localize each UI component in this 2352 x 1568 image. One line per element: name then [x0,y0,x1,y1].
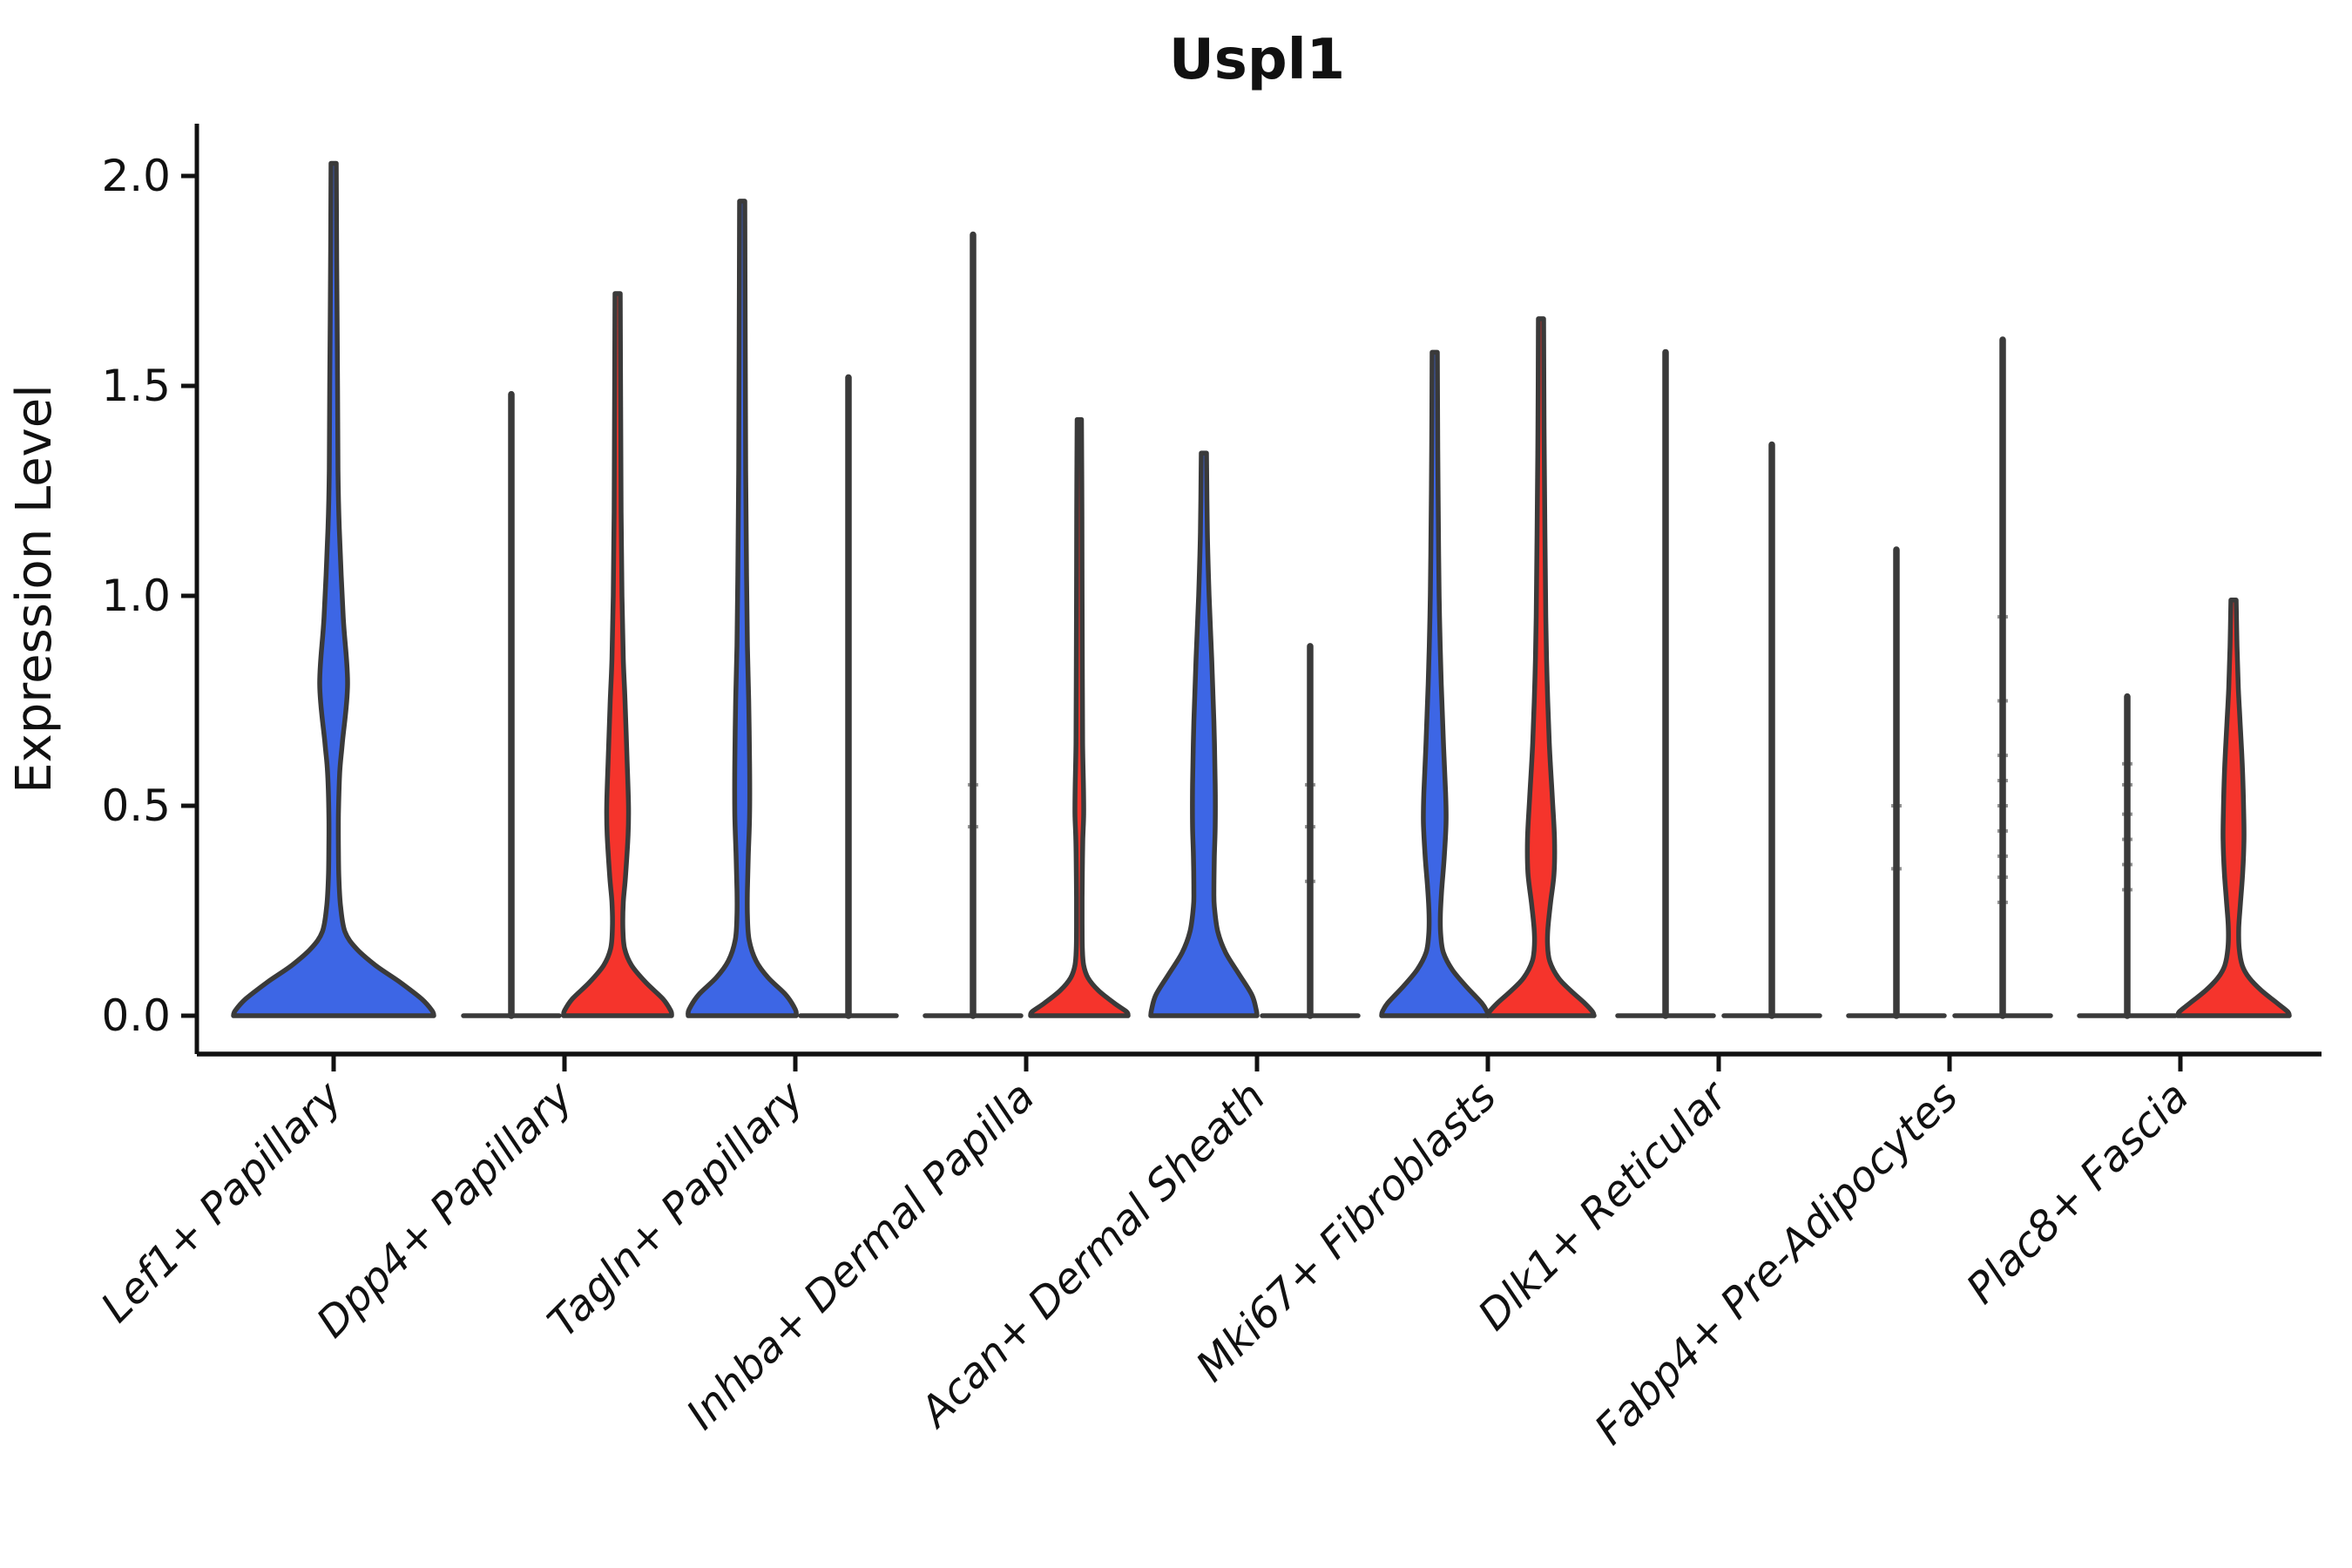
chart-title: Uspl1 [1169,28,1345,92]
violins [231,160,2292,1019]
x-tick-label-plac8-fascia: Plac8+ Fascia [1957,1072,2199,1314]
x-tick-label-fabp4-pre-adipocytes: Fabp4+ Pre-Adipocytes [1585,1072,1968,1455]
violin-plac8-fascia-right-red [2175,598,2292,1018]
violin-lef1-papillary-center-blue [231,160,436,1018]
violin-mki67-fibroblasts-right-red [1485,316,1597,1018]
y-tick-label: 1.5 [101,361,171,411]
axes [181,124,2322,1071]
y-tick-label: 0.0 [101,990,171,1041]
violin-tagln-papillary-left-blue [686,199,799,1018]
violin-acan-dermal-sheath-left-blue [1148,450,1260,1018]
y-tick-label: 2.0 [101,151,171,201]
y-tick-label: 0.5 [101,781,171,831]
y-tick-label: 1.0 [101,571,171,621]
violin-inhba-dermal-papilla-right-red [1028,416,1131,1018]
violin-mki67-fibroblasts-left-blue [1379,349,1490,1018]
violin-dpp4-papillary-right-red [561,291,674,1018]
x-tick-label-dlk1-reticular: Dlk1+ Reticular [1469,1071,1739,1341]
x-tick-label-tagln-papillary: Tagln+ Papillary [538,1071,814,1347]
x-tick-label-dpp4-papillary: Dpp4+ Papillary [308,1071,583,1347]
y-tick-labels: 0.0 0.5 1.0 1.5 2.0 [101,151,171,1041]
x-tick-label-lef1-papillary: Lef1+ Papillary [91,1071,352,1332]
y-axis-label: Expression Level [6,384,63,794]
